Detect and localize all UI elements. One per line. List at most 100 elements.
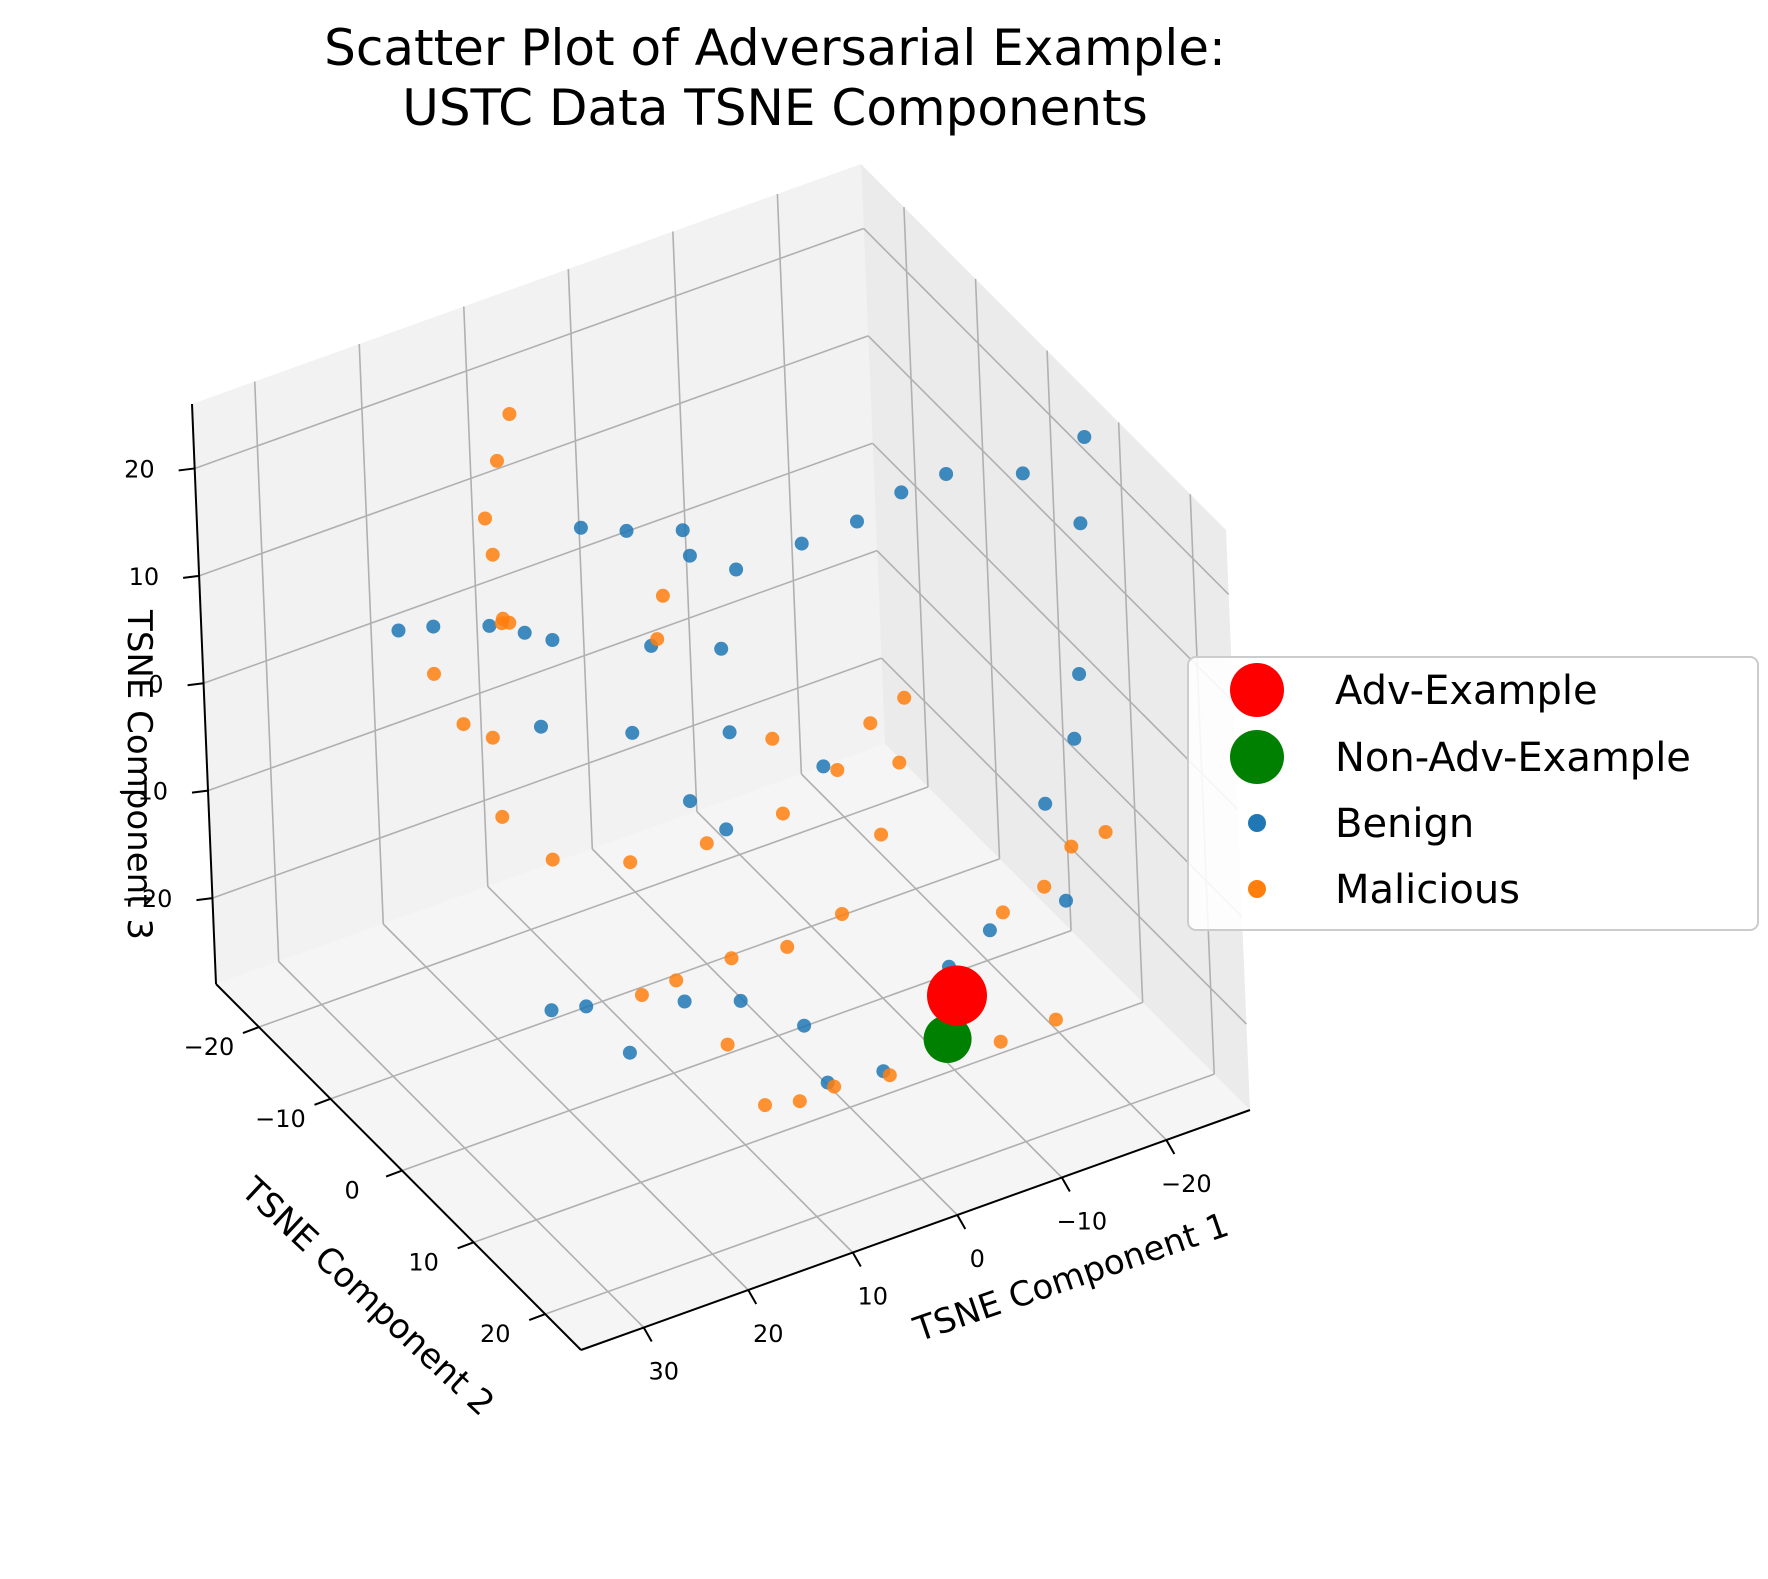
grid-line-x-wall [462, 306, 489, 887]
malicious-point [495, 809, 510, 824]
legend-label-benign: Benign [1335, 801, 1474, 847]
y-axis-line [215, 983, 582, 1351]
legend-frame [1187, 656, 1759, 931]
benign-point [619, 523, 634, 538]
grid-line-z-wall-right [880, 657, 1248, 1025]
x-tick-mark [851, 1252, 862, 1267]
malicious-point [623, 855, 638, 870]
grid-line-y-floor [473, 1001, 1143, 1244]
y-tick-label: −20 [184, 1033, 235, 1061]
benign-point [850, 514, 864, 529]
grid-line-x-floor [278, 960, 645, 1329]
malicious-point [655, 588, 670, 603]
malicious-point [863, 716, 878, 731]
grid-line-z-wall-left [198, 335, 869, 577]
y-tick-label: 0 [344, 1177, 359, 1205]
malicious-point [502, 615, 517, 630]
benign-point [544, 1003, 559, 1018]
benign-point [714, 641, 729, 656]
benign-point [534, 719, 548, 734]
malicious-point [792, 1094, 807, 1109]
malicious-point [724, 951, 739, 966]
benign-point [482, 618, 497, 633]
grid-line-z-wall-right [863, 227, 1230, 596]
grid-line-y-floor [544, 1073, 1215, 1315]
chart-title-line-2: USTC Data TSNE Components [402, 79, 1148, 137]
grid-line-x-wall [358, 343, 385, 925]
x-tick-label: −10 [1057, 1208, 1108, 1236]
z-tick-label: −10 [117, 778, 168, 806]
malicious-point [545, 852, 560, 867]
benign-point [677, 994, 692, 1009]
grid-line-x-floor [487, 885, 854, 1254]
malicious-point [874, 827, 889, 842]
malicious-point [758, 1098, 772, 1113]
legend-label-non-adv-example: Non-Adv-Example [1335, 735, 1691, 781]
x-tick-label: 20 [753, 1320, 784, 1348]
malicious-point [634, 988, 649, 1002]
malicious-point [478, 511, 492, 526]
y-tick-mark [385, 1169, 403, 1178]
x-tick-label: 10 [858, 1283, 889, 1311]
y-tick-mark [528, 1313, 546, 1322]
data-points [391, 407, 1113, 1113]
benign-point [573, 520, 588, 535]
malicious-point [427, 666, 441, 681]
z-tick-mark [196, 897, 213, 902]
benign-point [894, 485, 909, 500]
grid-line-y-wall [1117, 422, 1144, 1003]
malicious-point [485, 547, 500, 562]
legend-label-adv-example: Adv-Example [1335, 668, 1598, 714]
legend-label-malicious: Malicious [1335, 867, 1520, 913]
back-pane-left [192, 164, 885, 984]
legend-marker-benign [1248, 814, 1266, 832]
malicious-point [780, 939, 795, 954]
axis-panes [192, 164, 1250, 1350]
benign-point [545, 633, 560, 647]
z-tick-label: 0 [148, 670, 163, 698]
malicious-point [882, 1068, 897, 1083]
z-tick-mark [182, 574, 200, 579]
y-tick-label: 20 [480, 1320, 511, 1348]
x-axis-line [580, 1109, 1251, 1351]
grid-line-x-floor [382, 923, 749, 1291]
grid-line-z-wall-left [212, 657, 882, 899]
non-adv-example-point [923, 1015, 972, 1063]
grid-line-x-floor [800, 773, 1167, 1141]
benign-point [729, 562, 744, 577]
malicious-point [1037, 879, 1052, 894]
grid-line-z-wall-left [194, 227, 864, 470]
adv-example-point [927, 965, 987, 1026]
malicious-point [835, 907, 849, 921]
benign-point [426, 619, 441, 634]
malicious-point [775, 806, 790, 821]
benign-point [982, 923, 997, 938]
malicious-point [827, 1079, 842, 1094]
axes-lines [191, 403, 1251, 1351]
malicious-point [897, 690, 912, 705]
y-tick-mark [457, 1241, 474, 1250]
y-tick-mark [242, 1026, 260, 1034]
grid-line-z-wall-left [207, 549, 878, 792]
malicious-point [993, 1034, 1008, 1049]
x-tick-label: −20 [1161, 1170, 1212, 1198]
malicious-point [765, 731, 780, 746]
malicious-point [669, 973, 684, 988]
grid-line-z-wall-right [876, 550, 1243, 918]
benign-point [517, 625, 532, 640]
malicious-point [456, 717, 471, 732]
malicious-point [1048, 1012, 1063, 1027]
grid-line-x-wall [776, 193, 803, 775]
x-tick-label: 30 [648, 1358, 679, 1386]
malicious-point [490, 453, 504, 468]
z-tick-mark [178, 467, 195, 472]
x-tick-mark [1165, 1139, 1176, 1155]
y-tick-label: 10 [408, 1248, 439, 1276]
legend: Adv-Example Non-Adv-Example Benign Malic… [1187, 656, 1759, 931]
x-tick-mark [1060, 1177, 1071, 1192]
z-tick-mark [191, 789, 209, 794]
grid-line-x-floor [591, 848, 958, 1216]
grid-line-x-wall [253, 381, 280, 962]
malicious-point [995, 905, 1010, 920]
